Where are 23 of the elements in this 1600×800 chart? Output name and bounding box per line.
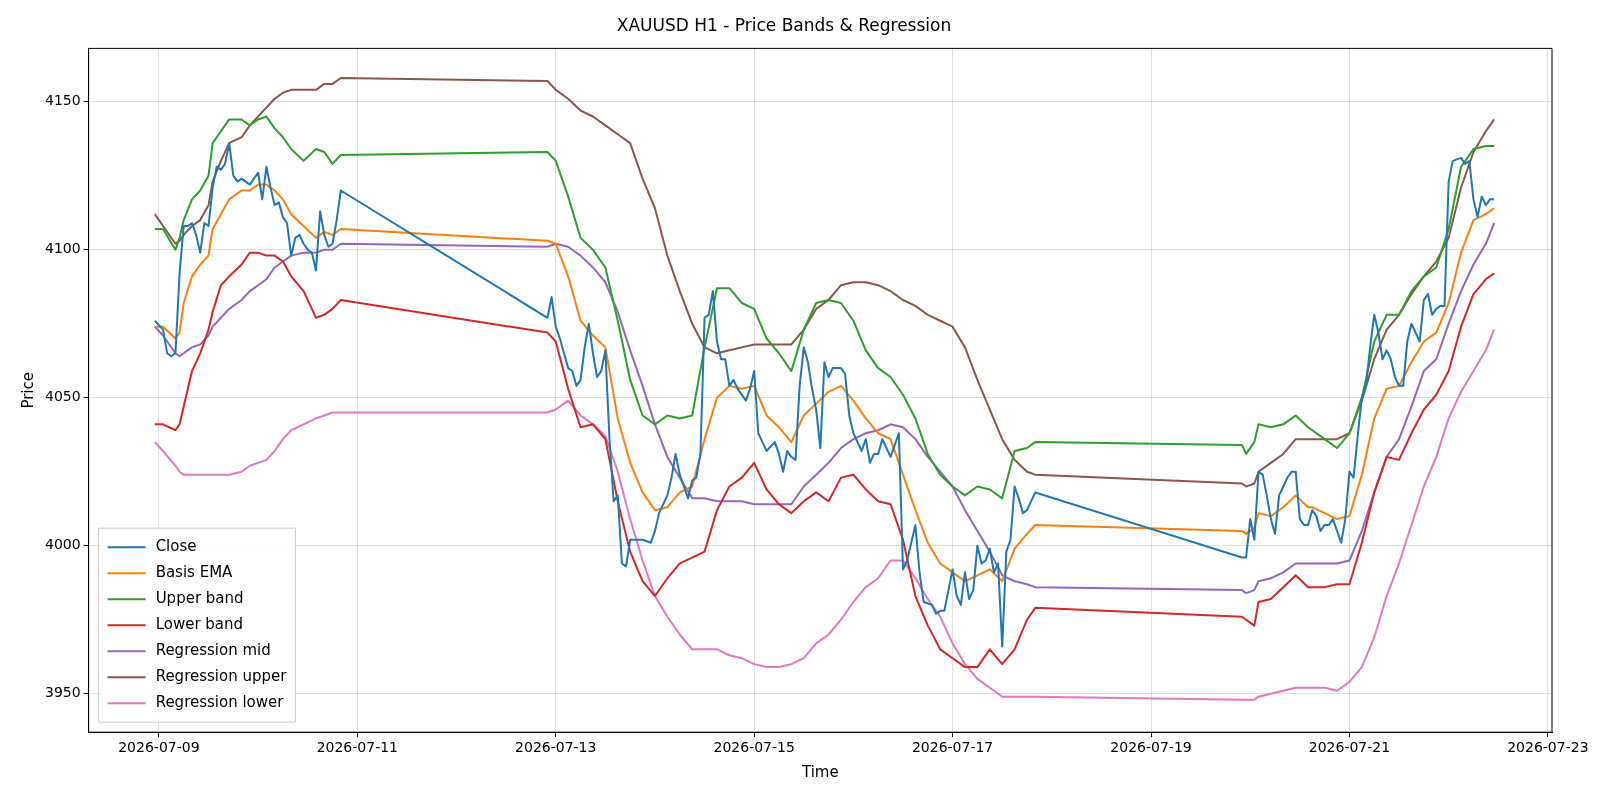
x-tick-label: 2026-07-13 xyxy=(515,739,597,756)
y-tick-label: 3950 xyxy=(44,684,81,701)
legend-label: Upper band xyxy=(155,589,244,608)
x-tick-label: 2026-07-21 xyxy=(1308,739,1391,756)
legend-label: Regression mid xyxy=(155,641,271,660)
x-tick-label: 2026-07-15 xyxy=(713,739,795,756)
legend-label: Basis EMA xyxy=(155,563,234,582)
x-tick-label: 2026-07-09 xyxy=(118,739,200,756)
legend-label: Lower band xyxy=(155,615,244,634)
y-tick-label: 4150 xyxy=(44,92,81,109)
chart-title: XAUUSD H1 - Price Bands & Regression xyxy=(616,14,952,35)
x-tick-label: 2026-07-23 xyxy=(1507,739,1589,756)
legend-label: Regression lower xyxy=(155,693,285,712)
y-axis-title: Price xyxy=(18,372,37,409)
x-tick-label: 2026-07-11 xyxy=(316,739,399,756)
x-tick-label: 2026-07-17 xyxy=(911,739,994,756)
x-tick-label: 2026-07-19 xyxy=(1110,739,1192,756)
legend-label: Close xyxy=(155,537,197,556)
y-tick-label: 4050 xyxy=(44,388,81,405)
x-axis-title: Time xyxy=(800,762,839,781)
y-tick-label: 4100 xyxy=(44,240,81,257)
y-tick-label: 4000 xyxy=(44,536,81,553)
legend-label: Regression upper xyxy=(155,667,288,686)
